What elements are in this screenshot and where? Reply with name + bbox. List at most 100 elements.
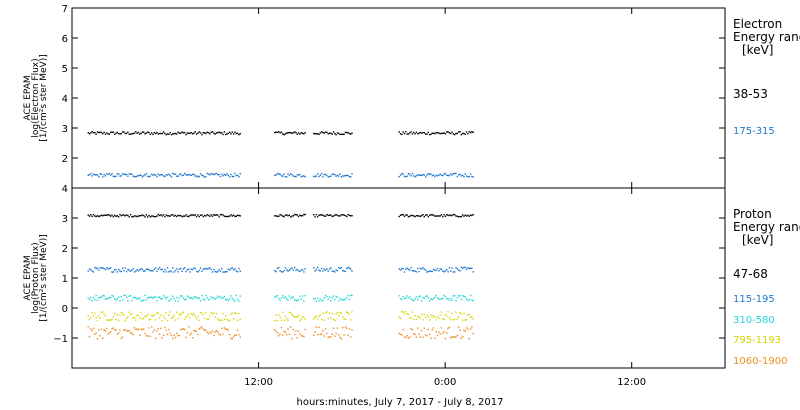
data-point-47-68 [319,214,321,216]
data-point-38-53 [131,133,133,135]
data-point-795-1193 [332,318,335,321]
data-point-1060-1900 [410,327,412,330]
data-point-1060-1900 [301,335,304,337]
data-point-310-580 [187,296,190,298]
data-point-47-68 [401,214,403,216]
data-point-175-315 [195,175,198,177]
data-point-795-1193 [189,317,191,319]
data-point-47-68 [415,214,418,217]
data-point-1060-1900 [406,335,408,337]
data-point-795-1193 [276,319,279,322]
data-point-1060-1900 [125,330,128,332]
data-point-795-1193 [282,311,284,313]
data-point-310-580 [401,298,403,301]
data-point-1060-1900 [186,331,189,334]
data-point-1060-1900 [457,326,460,328]
data-point-1060-1900 [336,327,339,329]
data-point-47-68 [420,214,423,217]
data-point-115-195 [238,267,240,270]
data-point-47-68 [174,214,177,217]
data-point-1060-1900 [464,330,466,332]
data-point-115-195 [143,270,145,272]
data-point-1060-1900 [199,327,202,329]
data-point-38-53 [133,132,136,134]
data-point-175-315 [427,173,429,175]
data-point-38-53 [438,132,440,134]
data-point-175-315 [335,175,337,177]
data-point-47-68 [284,214,287,216]
data-point-795-1193 [107,319,109,321]
data-point-310-580 [338,300,340,302]
data-point-115-195 [322,270,324,272]
data-point-47-68 [295,214,297,216]
data-point-175-315 [434,175,436,178]
data-point-38-53 [320,131,323,133]
data-point-795-1193 [231,312,233,314]
data-point-175-315 [219,175,222,178]
data-point-1060-1900 [439,333,441,335]
data-point-310-580 [94,298,96,301]
data-point-47-68 [340,214,343,216]
data-point-175-315 [399,174,402,176]
data-point-175-315 [406,175,408,177]
data-point-47-68 [186,215,189,218]
data-point-1060-1900 [440,327,443,329]
data-point-115-195 [318,269,320,271]
data-point-1060-1900 [165,329,167,331]
data-point-115-195 [228,269,231,271]
data-point-1060-1900 [141,329,144,331]
data-point-38-53 [108,133,111,135]
data-point-310-580 [117,296,120,299]
data-point-310-580 [284,296,287,298]
data-point-115-195 [312,267,315,269]
data-point-38-53 [206,131,208,133]
data-point-795-1193 [104,315,107,317]
data-point-38-53 [334,132,336,135]
data-point-47-68 [430,213,432,216]
data-point-1060-1900 [456,334,459,337]
data-point-47-68 [461,214,464,216]
data-point-310-580 [276,295,279,297]
data-point-310-580 [199,300,202,302]
data-point-47-68 [338,215,340,217]
data-point-175-315 [343,175,345,177]
data-point-38-53 [98,131,100,134]
data-point-795-1193 [418,315,420,318]
data-point-115-195 [236,271,239,273]
data-point-115-195 [403,271,406,273]
data-point-38-53 [409,132,411,134]
data-point-310-580 [147,296,149,299]
data-point-795-1193 [172,316,174,318]
data-point-310-580 [347,294,349,297]
data-point-38-53 [442,132,444,135]
data-point-115-195 [152,269,154,272]
data-point-1060-1900 [161,337,163,339]
data-point-38-53 [274,131,276,134]
data-point-115-195 [448,267,451,269]
data-point-310-580 [219,295,222,298]
data-point-795-1193 [131,313,133,315]
data-point-795-1193 [181,312,183,315]
data-point-175-315 [156,175,158,178]
data-point-115-195 [199,267,202,269]
data-point-38-53 [110,131,112,134]
data-point-795-1193 [98,315,100,317]
data-point-310-580 [194,295,196,298]
data-point-47-68 [424,214,427,216]
data-point-795-1193 [165,312,167,314]
data-point-310-580 [348,298,351,301]
data-point-115-195 [282,271,284,273]
data-point-795-1193 [339,311,341,314]
data-point-310-580 [351,294,353,297]
data-point-310-580 [121,299,124,301]
data-point-115-195 [472,271,474,273]
data-point-795-1193 [227,319,230,322]
data-point-1060-1900 [320,333,323,335]
data-point-115-195 [432,268,435,271]
data-point-47-68 [351,215,353,217]
data-point-38-53 [201,133,203,136]
data-point-175-315 [168,173,170,175]
data-point-38-53 [435,131,437,134]
data-point-310-580 [120,295,122,298]
data-point-115-195 [116,271,119,273]
